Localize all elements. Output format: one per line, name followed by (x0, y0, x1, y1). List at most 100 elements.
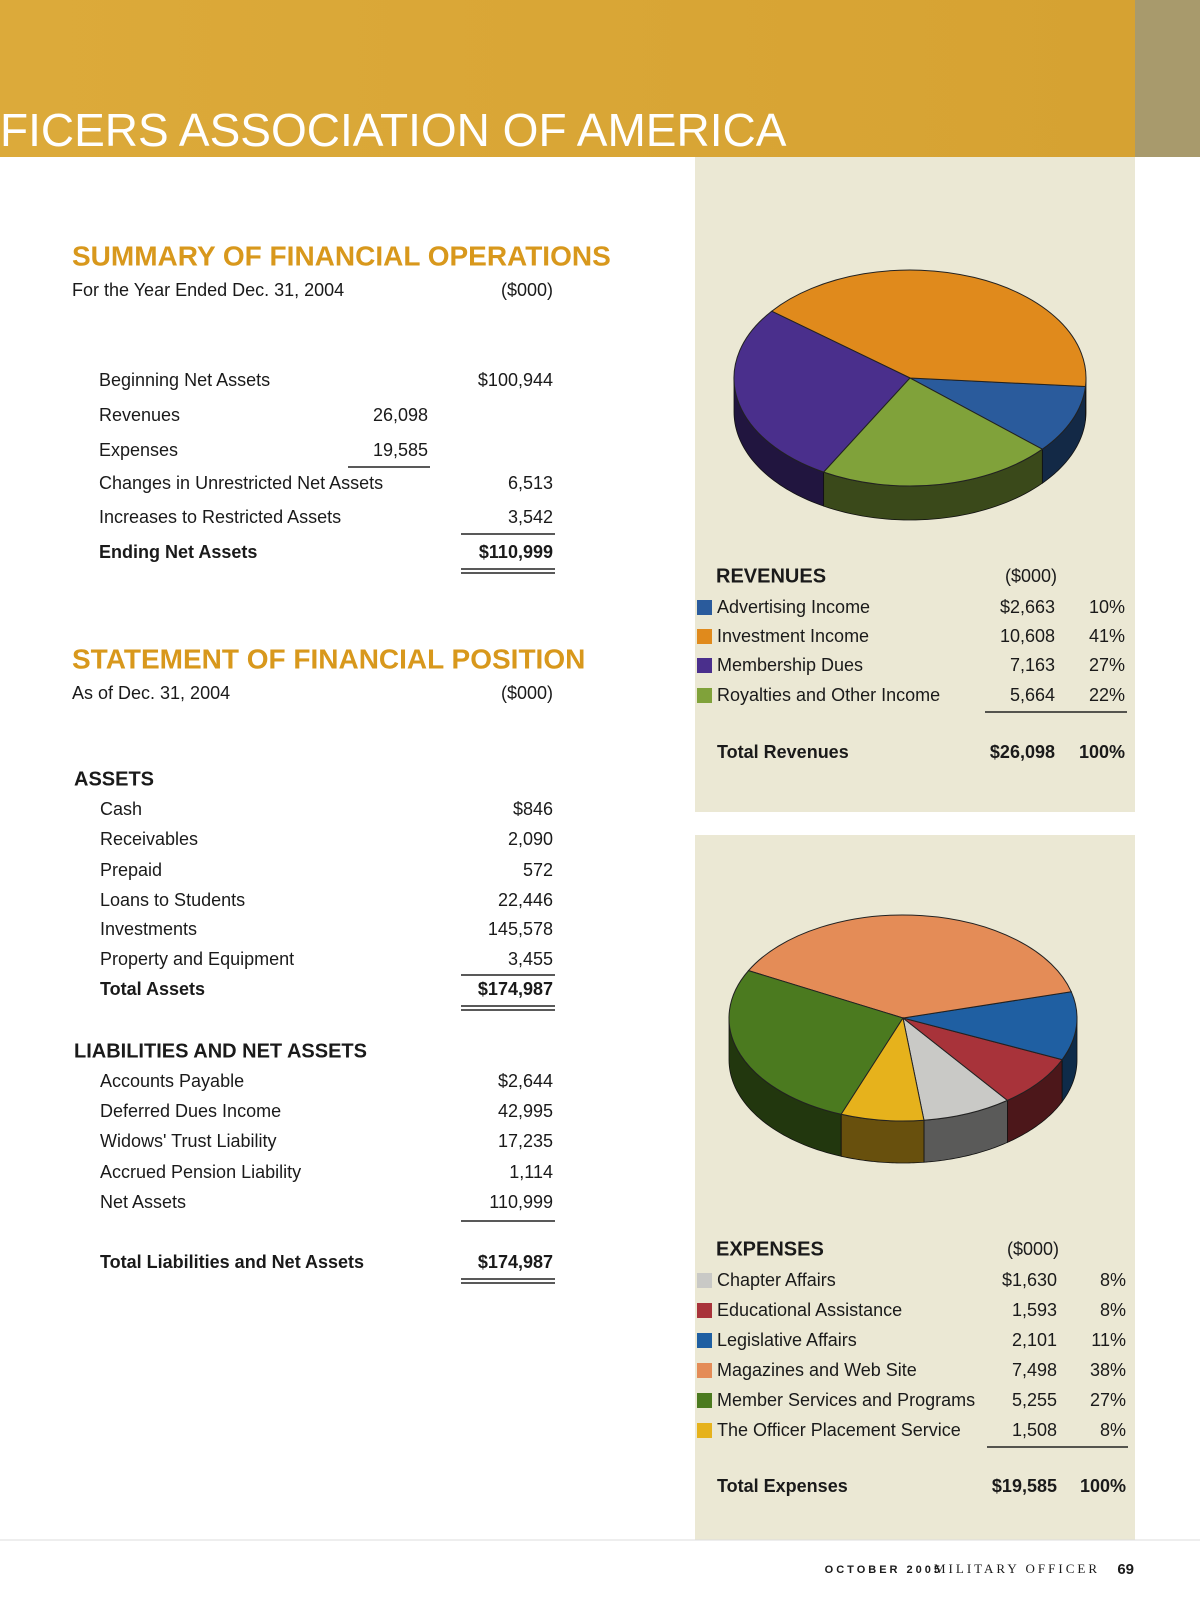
row-label: Beginning Net Assets (99, 370, 270, 390)
amount: $2,663 (1000, 597, 1055, 617)
subtitle: For the Year Ended Dec. 31, 2004 (72, 280, 344, 300)
legend-label: The Officer Placement Service (717, 1420, 961, 1440)
legend-label: Magazines and Web Site (717, 1360, 917, 1380)
header-photo (1135, 0, 1200, 157)
unit: ($000) (501, 280, 553, 300)
unit: ($000) (501, 683, 553, 703)
legend-swatch (697, 1423, 712, 1438)
row-label: Total Liabilities and Net Assets (100, 1252, 364, 1272)
percent: 22% (1089, 685, 1125, 705)
legend-label: Educational Assistance (717, 1300, 902, 1320)
row-label: Loans to Students (100, 890, 245, 910)
row-label: Changes in Unrestricted Net Assets (99, 473, 383, 493)
legend-swatch (697, 1333, 712, 1348)
pie-slice (770, 269, 1087, 388)
unit: ($000) (1005, 566, 1057, 586)
legend-label: Member Services and Programs (717, 1390, 975, 1410)
section-title: SUMMARY OF FINANCIAL OPERATIONS (72, 240, 611, 271)
row-amount: $174,987 (478, 1252, 553, 1272)
row-label: Revenues (99, 405, 180, 425)
amount: 1,593 (1012, 1300, 1057, 1320)
pie-side (840, 1113, 925, 1164)
row-amount: $174,987 (478, 979, 553, 999)
amount: 7,498 (1012, 1360, 1057, 1380)
pie-slice (902, 1017, 1064, 1101)
row-amount: $2,644 (498, 1071, 553, 1091)
content: SUMMARY OF FINANCIAL OPERATIONS For the Y… (72, 240, 1128, 1496)
amount: $1,630 (1002, 1270, 1057, 1290)
table-heading: REVENUES (716, 565, 826, 587)
amount: 1,508 (1012, 1420, 1057, 1440)
row-amount: 22,446 (498, 890, 553, 910)
row-amount: 110,999 (489, 1192, 553, 1212)
legend-swatch (697, 600, 712, 615)
masthead: FICERS ASSOCIATION OF AMERICA (0, 104, 787, 156)
footer-date: OCTOBER 2005 (825, 1564, 943, 1576)
total-percent: 100% (1079, 742, 1125, 762)
legend-swatch (697, 1273, 712, 1288)
row-label: Receivables (100, 829, 198, 849)
row-amount: 42,995 (498, 1101, 553, 1121)
subtitle: As of Dec. 31, 2004 (72, 683, 230, 703)
total-label: Total Expenses (717, 1476, 848, 1496)
row-label: Net Assets (100, 1192, 186, 1212)
pie-slice (728, 970, 904, 1115)
pie-slice (840, 1016, 925, 1122)
row-label: Widows' Trust Liability (100, 1131, 276, 1151)
percent: 8% (1100, 1300, 1126, 1320)
amount: 10,608 (1000, 626, 1055, 646)
row-amount: $846 (513, 799, 553, 819)
legend-label: Chapter Affairs (717, 1270, 836, 1290)
row-label: Property and Equipment (100, 949, 294, 969)
row-amount: 17,235 (498, 1131, 553, 1151)
row-label: Increases to Restricted Assets (99, 507, 341, 527)
row-amount: 3,542 (508, 507, 553, 527)
row-subtotal: 19,585 (373, 440, 428, 460)
pie-slice (902, 1016, 1009, 1121)
legend-label: Legislative Affairs (717, 1330, 857, 1350)
percent: 38% (1090, 1360, 1126, 1380)
row-label: Deferred Dues Income (100, 1101, 281, 1121)
amount: 5,255 (1012, 1390, 1057, 1410)
percent: 41% (1089, 626, 1125, 646)
row-subtotal: 26,098 (373, 405, 428, 425)
percent: 27% (1089, 655, 1125, 675)
row-label: Accounts Payable (100, 1071, 244, 1091)
row-label: Expenses (99, 440, 178, 460)
percent: 10% (1089, 597, 1125, 617)
row-amount: $100,944 (478, 370, 553, 390)
header-band (0, 0, 1135, 157)
row-amount: 2,090 (508, 829, 553, 849)
section-title: STATEMENT OF FINANCIAL POSITION (72, 643, 585, 674)
row-label: Prepaid (100, 860, 162, 880)
group-heading: ASSETS (74, 768, 154, 790)
row-amount: 3,455 (508, 949, 553, 969)
legend-label: Investment Income (717, 626, 869, 646)
amount: 7,163 (1010, 655, 1055, 675)
legend-label: Advertising Income (717, 597, 870, 617)
legend-label: Membership Dues (717, 655, 863, 675)
table-heading: EXPENSES (716, 1238, 824, 1260)
total-amount: $19,585 (992, 1476, 1057, 1496)
row-amount: 572 (523, 860, 553, 880)
total-amount: $26,098 (990, 742, 1055, 762)
row-label: Investments (100, 919, 197, 939)
pie-slice (909, 377, 1087, 450)
amount: 5,664 (1010, 685, 1055, 705)
row-amount: 1,114 (509, 1162, 553, 1182)
total-percent: 100% (1080, 1476, 1126, 1496)
percent: 8% (1100, 1270, 1126, 1290)
legend-label: Royalties and Other Income (717, 685, 940, 705)
footer-magazine: MILITARY OFFICER (934, 1561, 1100, 1576)
group-heading: LIABILITIES AND NET ASSETS (74, 1040, 367, 1062)
pie-slice (733, 310, 911, 473)
row-amount: $110,999 (479, 542, 553, 562)
row-label: Ending Net Assets (99, 542, 257, 562)
pie-slice (747, 914, 1072, 1019)
percent: 8% (1100, 1420, 1126, 1440)
legend-swatch (697, 658, 712, 673)
row-amount: 6,513 (508, 473, 553, 493)
legend-swatch (697, 629, 712, 644)
pie-slice (902, 991, 1078, 1061)
row-amount: 145,578 (488, 919, 553, 939)
